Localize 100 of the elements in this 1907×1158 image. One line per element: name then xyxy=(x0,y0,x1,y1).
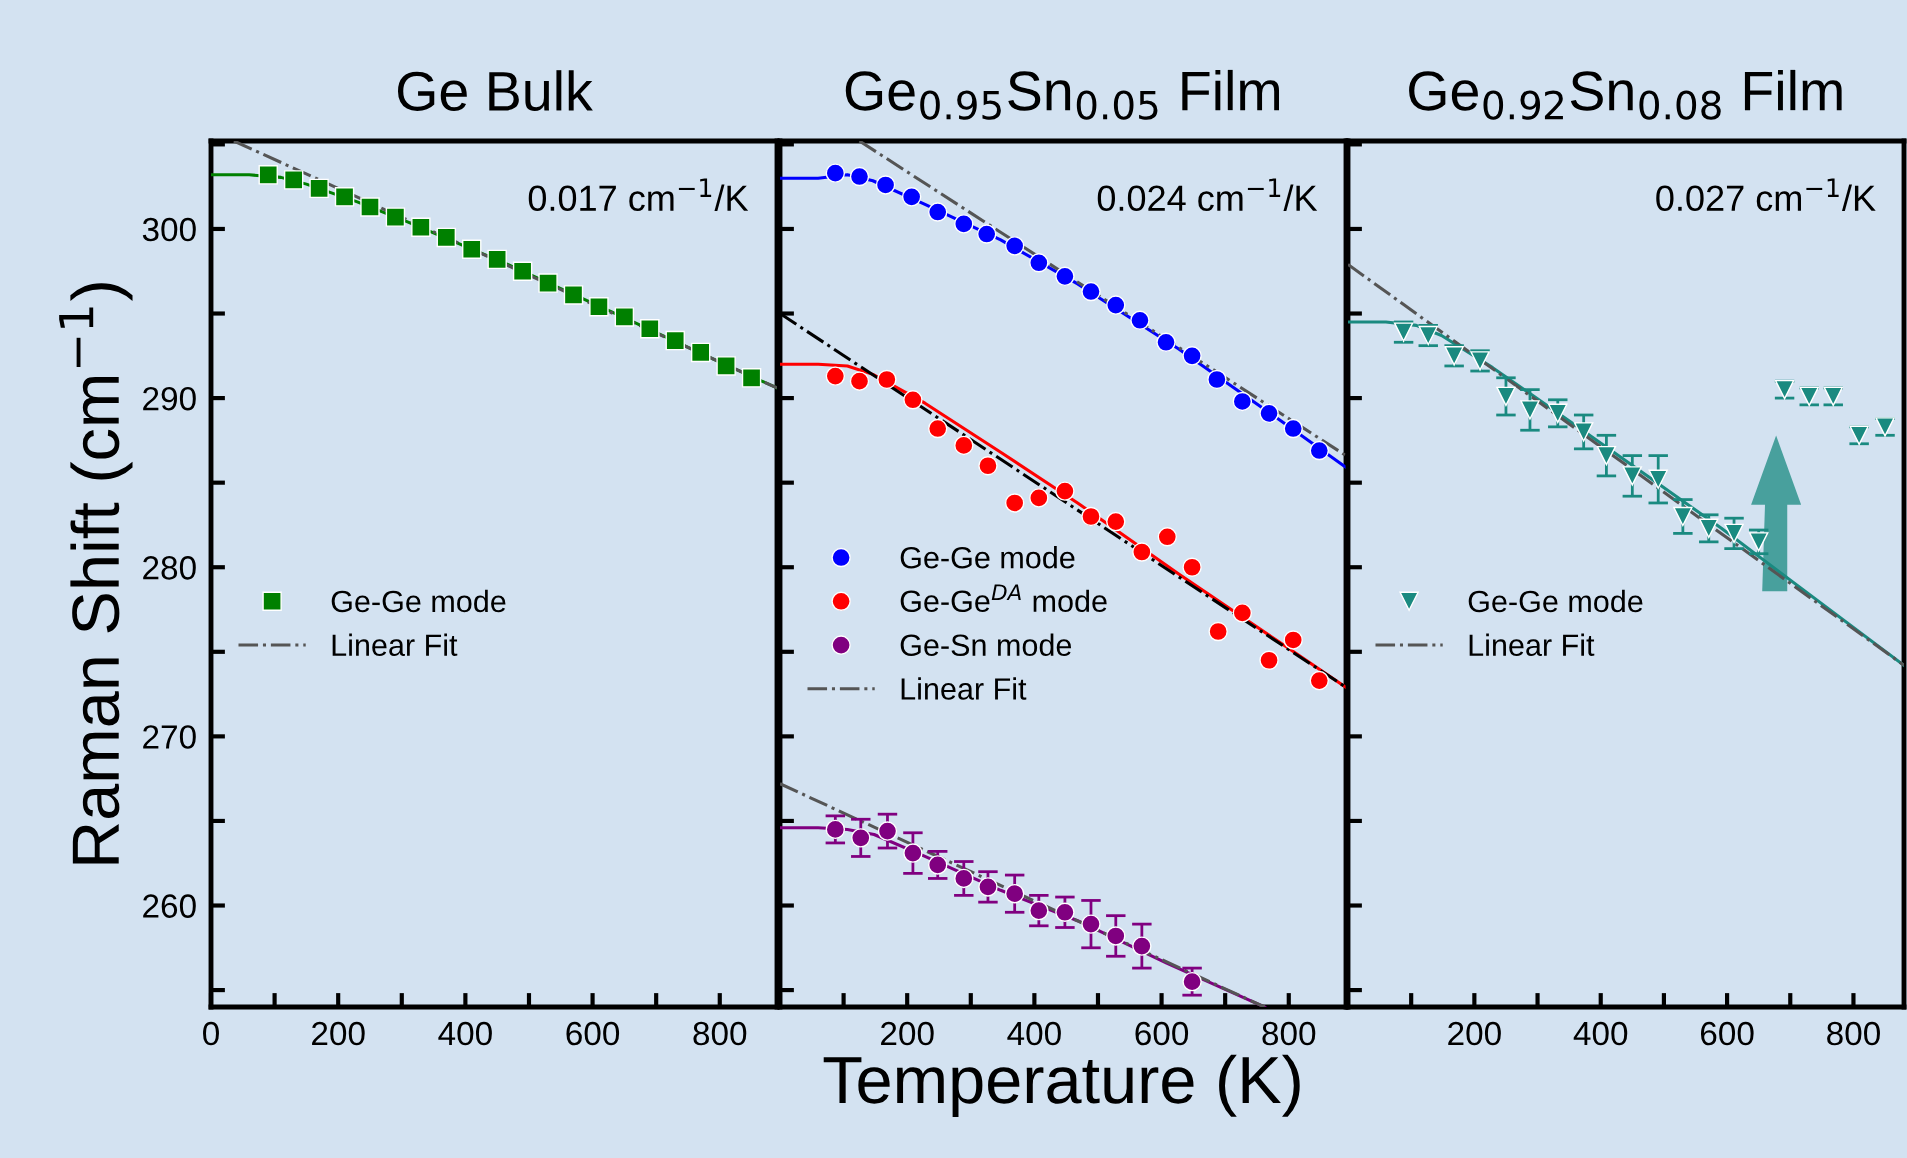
legend-label: Ge-Ge$^{DA}$ mode xyxy=(900,584,1107,613)
point xyxy=(903,390,923,410)
point xyxy=(1259,403,1279,424)
point xyxy=(976,224,997,244)
point xyxy=(1622,466,1643,486)
point xyxy=(512,261,533,281)
legend-label: Linear Fit xyxy=(901,677,1027,700)
point xyxy=(901,187,922,207)
point xyxy=(954,868,974,889)
x-tick-label: 600 xyxy=(566,1021,620,1046)
point xyxy=(283,170,304,190)
x-tick-label: 200 xyxy=(312,1021,365,1046)
x-tick-label: 200 xyxy=(881,1021,934,1046)
y-tick-label: 270 xyxy=(143,725,196,749)
point xyxy=(589,297,609,317)
x-tick-label: 800 xyxy=(1827,1021,1880,1046)
point xyxy=(825,366,846,386)
point xyxy=(1283,630,1303,650)
point xyxy=(385,207,406,227)
point xyxy=(1081,281,1101,302)
point xyxy=(334,187,355,207)
legend-label: Linear Fit xyxy=(332,633,458,657)
chart-title: Ge Bulk xyxy=(397,70,593,111)
point xyxy=(1132,936,1152,956)
point xyxy=(825,819,846,840)
point xyxy=(690,342,711,363)
point xyxy=(1055,481,1075,501)
point xyxy=(1182,346,1202,366)
point xyxy=(716,356,736,376)
annotation: 0.024 cm$^{−1}$/K xyxy=(1097,178,1318,212)
point xyxy=(1673,506,1693,527)
legend-label: Ge-Ge mode xyxy=(1468,589,1643,613)
point xyxy=(614,307,635,327)
point xyxy=(849,371,870,391)
point xyxy=(1182,557,1202,577)
point xyxy=(1207,369,1227,390)
x-tick-label: 600 xyxy=(1135,1021,1189,1046)
y-tick-label: 290 xyxy=(143,386,196,411)
point xyxy=(1182,971,1202,992)
y-tick-label: 280 xyxy=(143,556,196,580)
point xyxy=(1496,386,1516,407)
point xyxy=(436,227,457,248)
point xyxy=(851,828,871,848)
legend-label: Ge-Sn mode xyxy=(900,633,1072,657)
legend-label: Ge-Ge mode xyxy=(331,589,506,613)
point xyxy=(1520,400,1540,420)
point xyxy=(1232,391,1253,412)
point xyxy=(640,319,660,339)
point xyxy=(1309,440,1330,461)
point xyxy=(875,175,896,195)
point xyxy=(1029,900,1049,921)
point xyxy=(1208,621,1228,642)
point xyxy=(1055,266,1075,287)
point xyxy=(538,273,558,293)
point xyxy=(665,330,685,351)
point xyxy=(1055,902,1075,923)
point xyxy=(954,435,974,456)
point xyxy=(1648,469,1668,490)
point xyxy=(1309,670,1330,691)
point xyxy=(1724,523,1744,544)
y-tick-label: 260 xyxy=(143,894,196,918)
point xyxy=(978,877,998,897)
x-tick-label: 600 xyxy=(1700,1021,1754,1046)
point xyxy=(1029,488,1049,508)
annotation: 0.017 cm$^{−1}$/K xyxy=(528,178,749,212)
annotation: 0.027 cm$^{−1}$/K xyxy=(1656,178,1876,212)
point xyxy=(1004,236,1025,256)
chart-title: Ge$_{0.95}$Sn$_{0.05}$ Film xyxy=(845,69,1280,120)
point xyxy=(1004,493,1025,513)
point xyxy=(487,249,507,270)
point xyxy=(927,418,948,439)
y-axis-title: Raman Shift (cm$^{−1}$) xyxy=(59,283,133,864)
point xyxy=(954,214,974,234)
x-tick-label: 200 xyxy=(1448,1021,1501,1046)
point xyxy=(1259,650,1279,670)
x-tick-label: 400 xyxy=(1007,1021,1061,1046)
x-axis-title: Temperature (K) xyxy=(823,1054,1300,1117)
x-tick-label: 0 xyxy=(203,1021,219,1046)
y-tick-label: 300 xyxy=(142,217,196,242)
point xyxy=(1232,603,1253,623)
point xyxy=(258,165,278,185)
point xyxy=(741,368,762,388)
point xyxy=(1004,883,1025,904)
point xyxy=(1283,418,1303,439)
x-tick-label: 800 xyxy=(1262,1021,1316,1046)
point xyxy=(927,855,948,875)
point xyxy=(1596,445,1617,466)
x-tick-label: 400 xyxy=(438,1021,492,1046)
point xyxy=(1106,511,1126,532)
x-tick-label: 400 xyxy=(1573,1021,1628,1046)
point xyxy=(849,166,870,187)
x-tick-label: 800 xyxy=(693,1021,747,1046)
point xyxy=(1156,332,1176,353)
point xyxy=(1699,518,1719,539)
point xyxy=(1548,403,1568,424)
point xyxy=(978,456,998,476)
point xyxy=(877,821,898,841)
point xyxy=(1106,295,1126,315)
point xyxy=(877,369,897,390)
chart-title: Ge$_{0.92}$Sn$_{0.08}$ Film xyxy=(1409,69,1842,120)
